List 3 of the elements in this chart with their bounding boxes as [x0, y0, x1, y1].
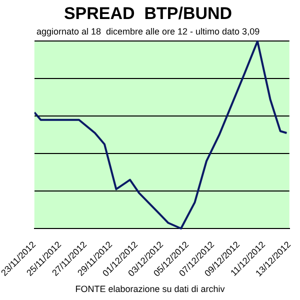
chart-subtitle: aggiornato al 18 dicembre alle ore 12 - ultimo dato 3,09 [36, 26, 260, 36]
source-note: FONTE elaborazione su dati di archiv [74, 283, 226, 296]
chart-title: SPREAD BTP/BUND [64, 4, 232, 23]
